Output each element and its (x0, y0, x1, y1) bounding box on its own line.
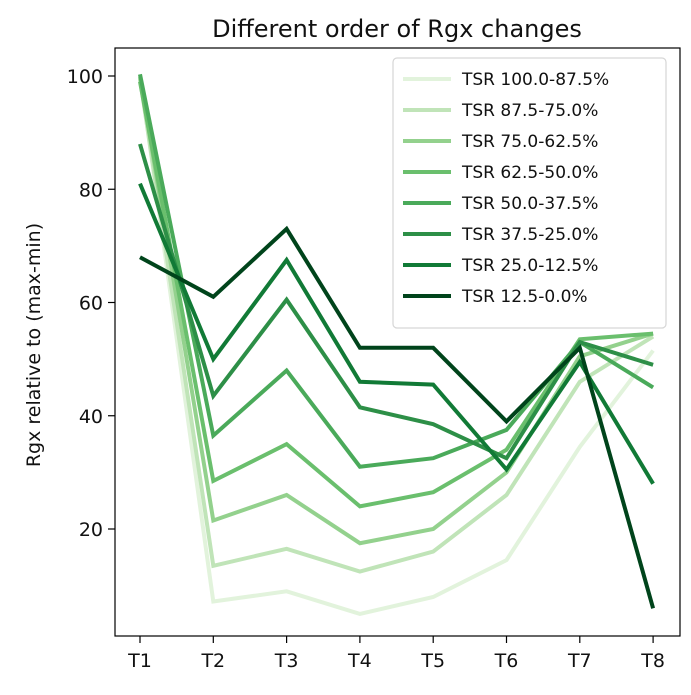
legend-label: TSR 100.0-87.5% (461, 70, 609, 90)
y-tick-label: 60 (79, 293, 103, 315)
axes-layer: 20 40 60 80 100 T1 T2 T3 T4 T5 T6 T7 T8 (67, 47, 681, 672)
series-line-7 (138, 182, 655, 485)
x-tick-label: T1 (127, 650, 152, 672)
x-tick-label: T3 (274, 650, 299, 672)
y-tick-label: 100 (67, 66, 103, 88)
series-line-3 (138, 76, 654, 546)
legend-frame (392, 57, 667, 329)
y-axis-label: Rgx relative to (max-min) (23, 223, 45, 467)
x-tick-label: T6 (494, 650, 519, 672)
legend-label: TSR 37.5-25.0% (461, 225, 598, 245)
legend-label: TSR 50.0-37.5% (461, 194, 598, 214)
legend-label: TSR 75.0-62.5% (461, 132, 598, 152)
x-tick-label: T7 (567, 650, 592, 672)
series-line-1 (138, 74, 655, 616)
y-tick-label: 20 (79, 519, 103, 541)
series-line-5 (138, 73, 655, 469)
series-line-2 (138, 78, 655, 574)
x-tick-label: T5 (420, 650, 445, 672)
legend-label: TSR 87.5-75.0% (461, 101, 598, 121)
series-line-8 (139, 225, 656, 609)
x-tick-label: T8 (640, 650, 665, 672)
y-tick-label: 40 (79, 406, 103, 428)
chart-title: Different order of Rgx changes (212, 15, 582, 43)
x-tick-label: T4 (347, 650, 372, 672)
legend-label: TSR 12.5-0.0% (461, 287, 588, 307)
y-tick-label: 80 (79, 179, 103, 201)
legend-label: TSR 25.0-12.5% (461, 256, 598, 276)
plot-frame (114, 47, 681, 637)
legend-label: TSR 62.5-50.0% (461, 163, 598, 183)
series-layer (138, 73, 656, 616)
x-tick-label: T2 (200, 650, 225, 672)
legend: TSR 100.0-87.5% TSR 87.5-75.0% TSR 75.0-62… (392, 57, 667, 329)
